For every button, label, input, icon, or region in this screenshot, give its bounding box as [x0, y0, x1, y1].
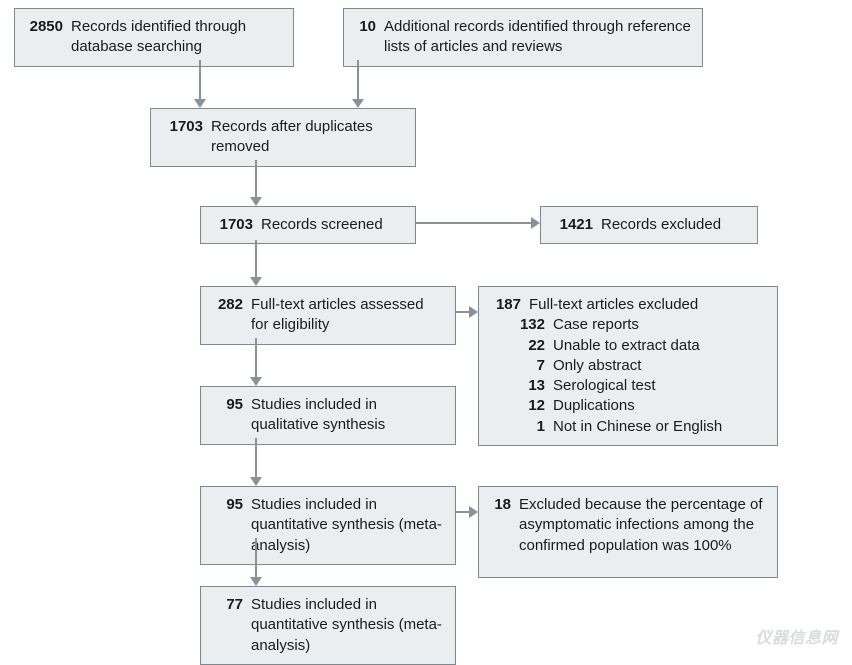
arrow-head-icon — [250, 477, 262, 486]
flow-arrow — [255, 438, 257, 477]
flow-box-label: Additional records identified through re… — [384, 17, 692, 58]
arrow-head-icon — [250, 197, 262, 206]
flow-box-sub-count: 13 — [513, 376, 553, 396]
arrow-head-icon — [250, 277, 262, 286]
flow-arrow — [255, 240, 257, 277]
flow-box-count: 187 — [489, 295, 529, 315]
flow-arrow — [255, 160, 257, 197]
flow-box-n10: 187Full-text articles excluded132Case re… — [478, 286, 778, 446]
flow-box-label: Full-text articles excluded — [529, 295, 767, 315]
flow-box-count: 1703 — [211, 215, 261, 235]
flow-box-sub-count: 1 — [513, 417, 553, 437]
flow-box-sub-count: 22 — [513, 336, 553, 356]
flow-box-count: 282 — [211, 295, 251, 336]
flow-box-sub-label: Unable to extract data — [553, 336, 767, 356]
flow-box-sub-label: Case reports — [553, 315, 767, 335]
flow-arrow — [456, 311, 469, 313]
flow-box-n9: 77Studies included in quantitative synth… — [200, 586, 456, 665]
flow-box-count: 10 — [354, 17, 384, 58]
arrow-head-icon — [250, 577, 262, 586]
flow-box-n1: 2850Records identified through database … — [14, 8, 294, 67]
arrow-head-icon — [469, 306, 478, 318]
flow-box-sub-label: Serological test — [553, 376, 767, 396]
flow-arrow — [357, 60, 359, 99]
flow-arrow — [416, 222, 531, 224]
flow-box-sub-count: 7 — [513, 356, 553, 376]
flow-box-label: Studies included in quantitative synthes… — [251, 595, 445, 656]
flow-box-n5: 1421Records excluded — [540, 206, 758, 244]
flow-box-label: Records excluded — [601, 215, 747, 235]
flow-box-label: Studies included in quantitative synthes… — [251, 495, 445, 556]
flow-box-label: Full-text articles assessed for eligibil… — [251, 295, 445, 336]
flow-box-count: 77 — [211, 595, 251, 656]
flow-box-count: 18 — [489, 495, 519, 556]
flow-box-count: 1703 — [161, 117, 211, 158]
arrow-head-icon — [531, 217, 540, 229]
flow-box-count: 95 — [211, 495, 251, 556]
arrow-head-icon — [352, 99, 364, 108]
flow-box-n2: 10Additional records identified through … — [343, 8, 703, 67]
flow-box-label: Records identified through database sear… — [71, 17, 283, 58]
flow-box-n4: 1703Records screened — [200, 206, 416, 244]
flow-box-sub-label: Duplications — [553, 396, 767, 416]
flow-box-sub-count: 12 — [513, 396, 553, 416]
flow-box-label: Excluded because the percentage of asymp… — [519, 495, 767, 556]
arrow-head-icon — [250, 377, 262, 386]
flow-box-n11: 18Excluded because the percentage of asy… — [478, 486, 778, 578]
flow-arrow — [199, 60, 201, 99]
flow-arrow — [255, 538, 257, 577]
flow-arrow — [255, 338, 257, 377]
arrow-head-icon — [194, 99, 206, 108]
flow-box-sub-label: Only abstract — [553, 356, 767, 376]
flow-box-sub-label: Not in Chinese or English — [553, 417, 767, 437]
flow-arrow — [456, 511, 469, 513]
flow-box-sub-count: 132 — [513, 315, 553, 335]
flow-box-count: 2850 — [25, 17, 71, 58]
arrow-head-icon — [469, 506, 478, 518]
flow-box-label: Records after duplicates removed — [211, 117, 405, 158]
flow-box-n3: 1703Records after duplicates removed — [150, 108, 416, 167]
watermark-text: 仪器信息网 — [755, 624, 838, 648]
flow-box-label: Studies included in qualitative synthesi… — [251, 395, 445, 436]
flow-box-label: Records screened — [261, 215, 405, 235]
flow-box-n7: 95Studies included in qualitative synthe… — [200, 386, 456, 445]
flow-box-n6: 282Full-text articles assessed for eligi… — [200, 286, 456, 345]
flow-box-count: 1421 — [551, 215, 601, 235]
flow-box-count: 95 — [211, 395, 251, 436]
flow-box-n8: 95Studies included in quantitative synth… — [200, 486, 456, 565]
